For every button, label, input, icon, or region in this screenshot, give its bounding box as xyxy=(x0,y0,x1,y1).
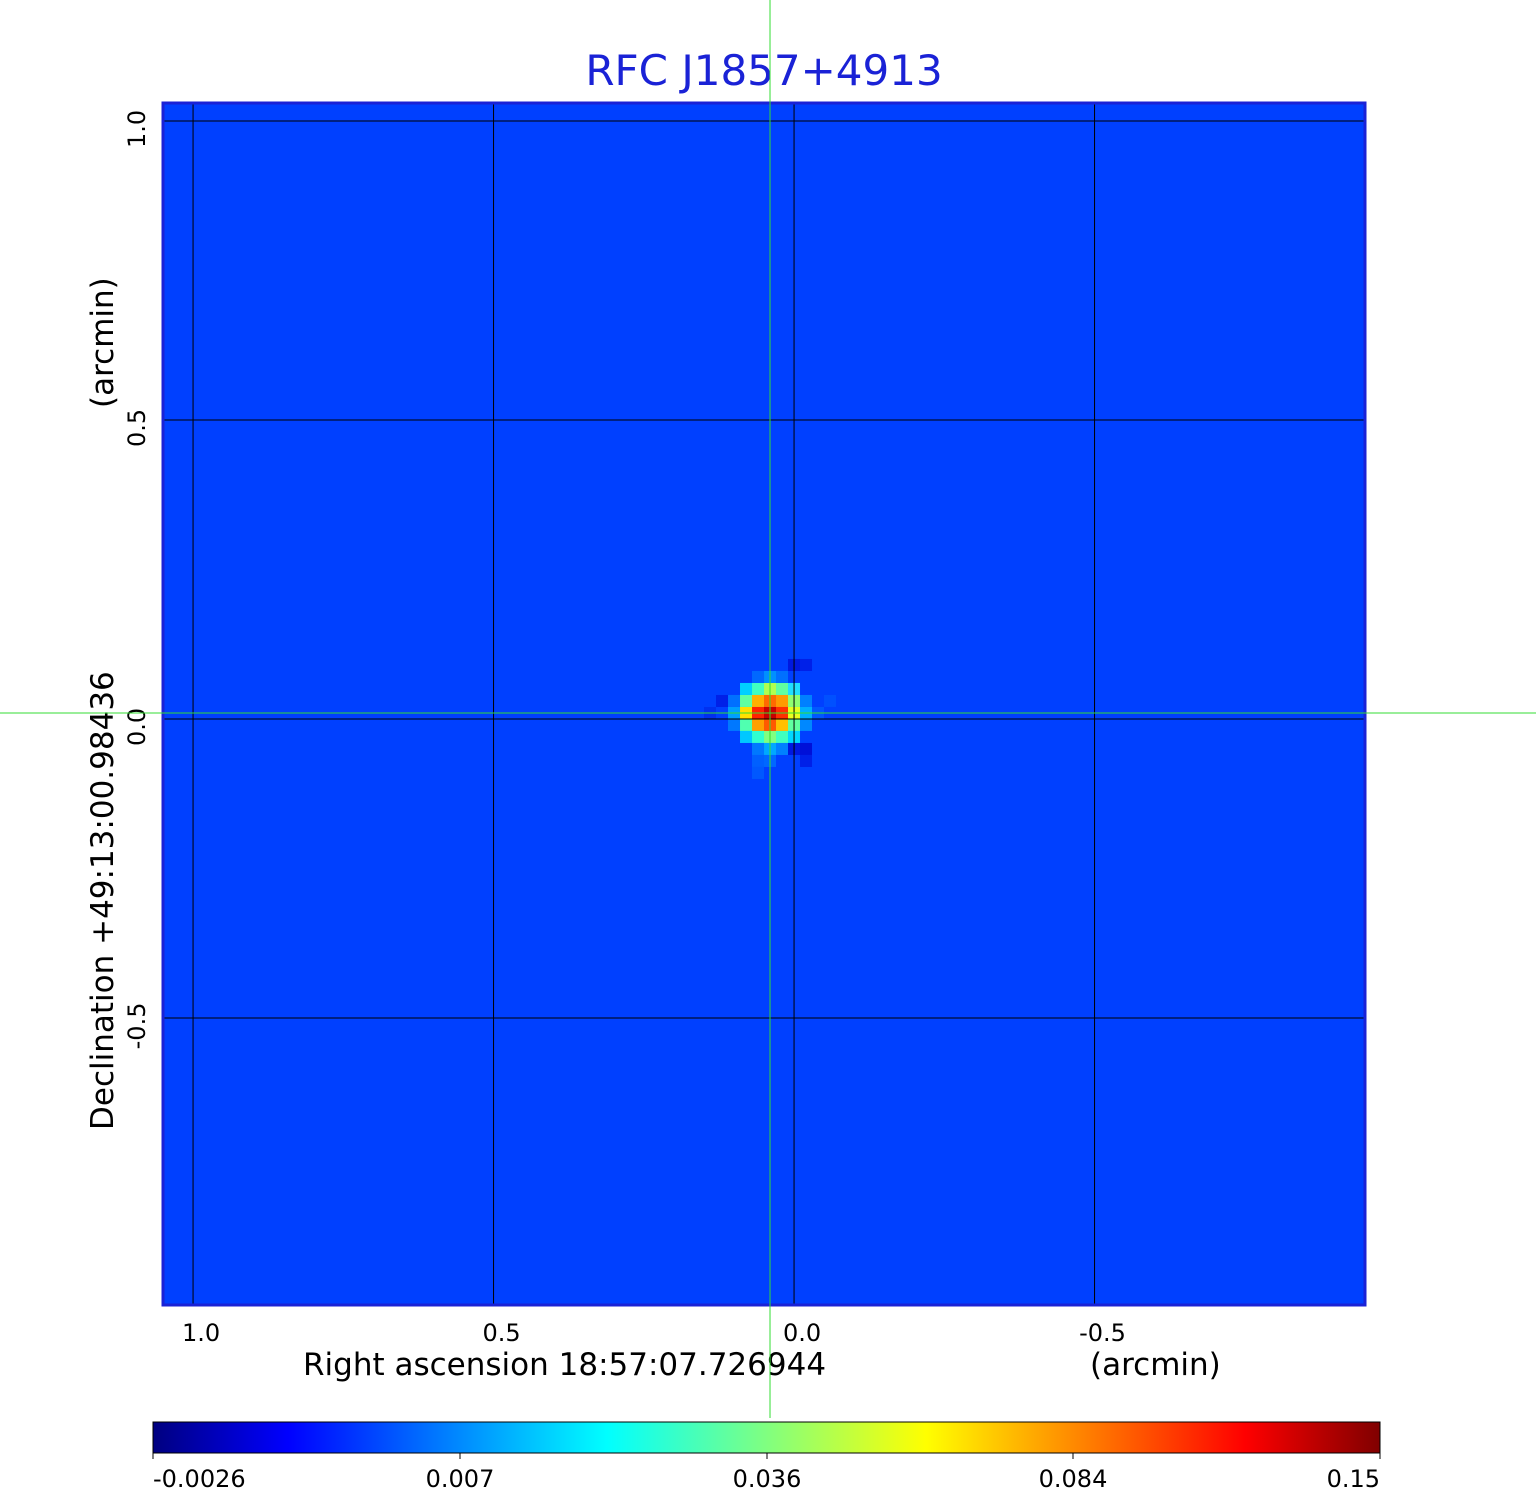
y-tick-label: -0.5 xyxy=(123,1003,151,1050)
colorbar-tick-label: 0.036 xyxy=(733,1465,802,1493)
map-pixel xyxy=(800,658,813,671)
crosshair xyxy=(0,0,1536,1418)
map-pixel xyxy=(752,766,765,779)
colorbar-ticks: -0.0026 0.007 0.036 0.084 0.15 xyxy=(152,1453,1381,1493)
map-pixel xyxy=(740,682,753,695)
x-tick-label: 0.0 xyxy=(783,1319,821,1347)
map-pixel xyxy=(776,742,789,755)
map-pixel xyxy=(752,670,765,683)
colorbar-tick-label: -0.0026 xyxy=(153,1465,246,1493)
map-pixel xyxy=(800,754,813,767)
x-tick-label: 1.0 xyxy=(182,1319,220,1347)
map-pixel xyxy=(776,682,789,695)
x-tick-label: -0.5 xyxy=(1079,1319,1126,1347)
y-axis-unit: (arcmin) xyxy=(85,277,121,408)
map-pixel xyxy=(752,718,765,731)
map-pixel xyxy=(776,694,789,707)
map-pixel xyxy=(800,694,813,707)
y-tick-label: 1.0 xyxy=(123,110,151,148)
map-pixel xyxy=(740,718,753,731)
colorbar-gradient xyxy=(152,1421,1381,1454)
map-pixel xyxy=(800,718,813,731)
y-tick-label: 0.5 xyxy=(123,409,151,447)
colorbar-tick-label: 0.15 xyxy=(1327,1465,1380,1493)
map-pixel xyxy=(824,694,837,707)
map-pixel xyxy=(752,694,765,707)
map-pixel xyxy=(776,718,789,731)
map-pixel xyxy=(752,730,765,743)
coordinate-grid xyxy=(163,103,1365,1305)
map-pixel xyxy=(716,694,729,707)
map-pixel xyxy=(728,694,741,707)
map-pixel xyxy=(740,694,753,707)
source-pixels xyxy=(704,658,837,779)
x-tick-label: 0.5 xyxy=(482,1319,520,1347)
map-pixel xyxy=(752,754,765,767)
plot-area xyxy=(161,101,1367,1307)
map-pixel xyxy=(728,718,741,731)
map-pixel xyxy=(800,742,813,755)
map-pixel xyxy=(776,730,789,743)
map-pixel xyxy=(752,742,765,755)
map-pixel xyxy=(740,730,753,743)
colorbar: -0.0026 0.007 0.036 0.084 0.15 xyxy=(152,1421,1381,1493)
chart-title: RFC J1857+4913 xyxy=(585,46,942,95)
y-axis-label: Declination +49:13:00.98436 xyxy=(85,671,121,1130)
colorbar-tick-label: 0.007 xyxy=(426,1465,495,1493)
map-pixel xyxy=(776,670,789,683)
x-tick-labels: 1.0 0.5 0.0 -0.5 xyxy=(182,1319,1126,1347)
x-axis-label: Right ascension 18:57:07.726944 xyxy=(303,1347,826,1383)
y-tick-label: 0.0 xyxy=(123,708,151,746)
colorbar-tick-label: 0.084 xyxy=(1039,1465,1108,1493)
y-tick-labels: 1.0 0.5 0.0 -0.5 xyxy=(123,110,151,1050)
plot-frame xyxy=(161,101,1367,1307)
map-pixel xyxy=(752,682,765,695)
x-axis-unit: (arcmin) xyxy=(1090,1347,1221,1383)
